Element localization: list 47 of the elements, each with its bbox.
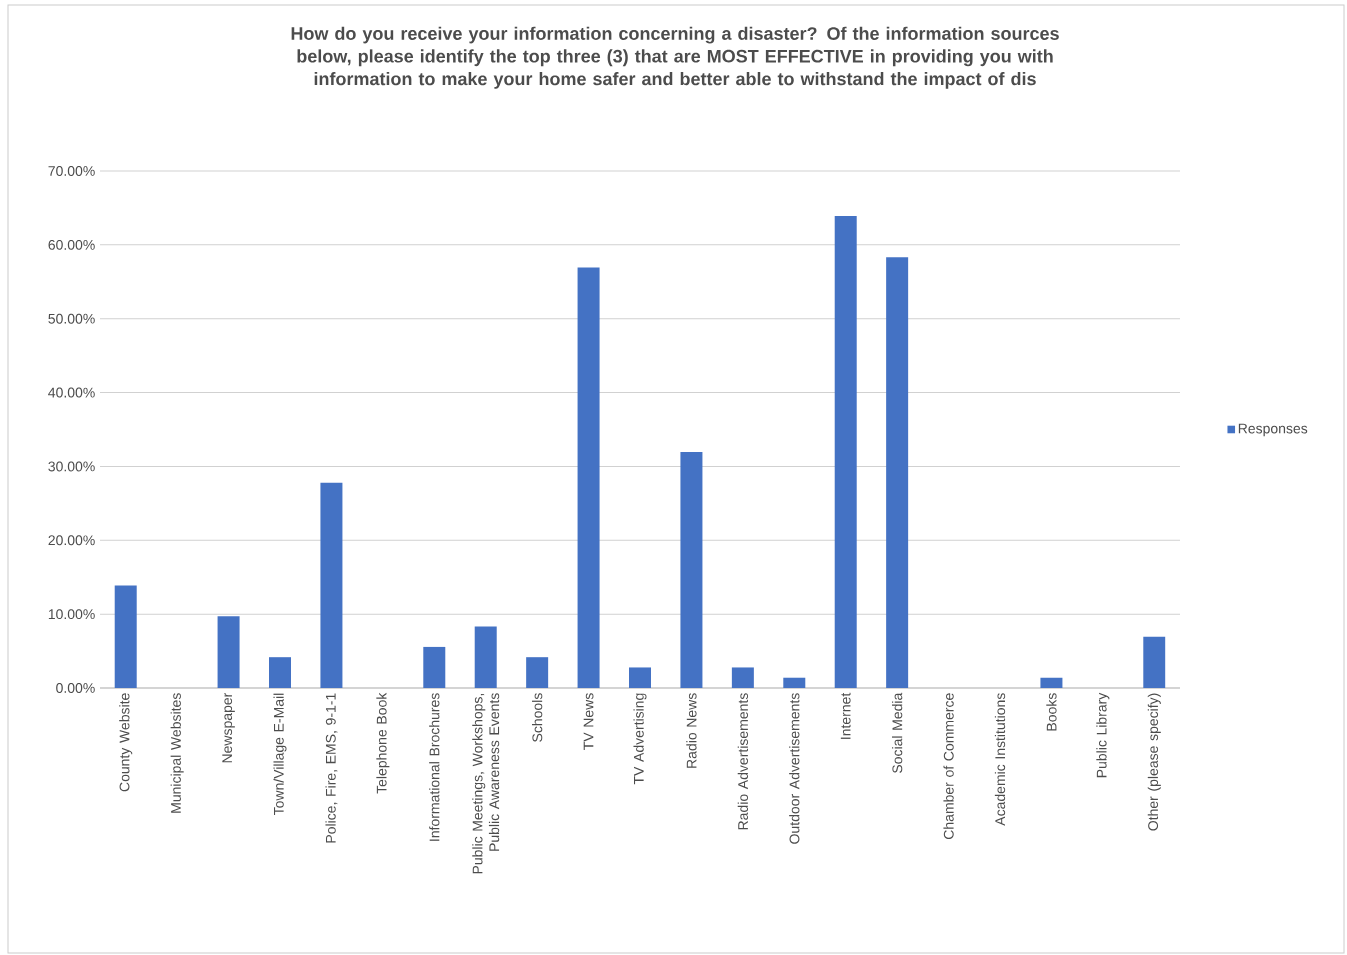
bar bbox=[269, 657, 292, 688]
x-tick-label: Academic Institutions bbox=[994, 693, 1006, 826]
bar bbox=[474, 626, 497, 688]
y-tick-label: 60.00% bbox=[48, 239, 95, 250]
x-tick-label: Public Meetings, Workshops, Public Awareness Events bbox=[472, 693, 500, 874]
y-tick-label: 70.00% bbox=[48, 166, 95, 176]
x-tick-label: County Website bbox=[119, 693, 133, 792]
bar bbox=[114, 585, 137, 688]
bar bbox=[886, 257, 909, 688]
x-tick-label: Books bbox=[1046, 693, 1057, 731]
bar bbox=[783, 677, 806, 688]
x-tick-label: Chamber of Commerce bbox=[943, 693, 954, 840]
x-tick-label: TV Advertising bbox=[633, 693, 647, 785]
x-tick-label: Radio Advertisements bbox=[737, 693, 749, 830]
bar bbox=[731, 667, 754, 688]
x-tick-label: Telephone Book bbox=[376, 692, 390, 794]
x-tick-label: Schools bbox=[532, 693, 543, 742]
bar bbox=[1040, 677, 1063, 688]
x-tick-label: Internet bbox=[840, 692, 851, 739]
x-tick-label: TV News bbox=[583, 693, 594, 750]
bar bbox=[423, 646, 446, 688]
bar bbox=[1143, 636, 1166, 688]
y-tick-label: 40.00% bbox=[48, 387, 95, 398]
x-tick-label: Outdoor Advertisements bbox=[789, 693, 800, 844]
x-tick-label: Public Library bbox=[1096, 692, 1110, 778]
chart-title: How do you receive your information concerning a disaster? Of the information sources below, please identify the top three (3) that are MOST EFFECTIVE in providing you with information to make your home safer and better able to withstand the impact of dis bbox=[291, 26, 1059, 89]
bar bbox=[834, 216, 857, 688]
y-tick-label: 50.00% bbox=[48, 313, 95, 324]
bar bbox=[217, 616, 240, 688]
x-tick-label: Informational Brochures bbox=[429, 693, 440, 841]
bar bbox=[629, 667, 651, 688]
y-tick-label: 0.00% bbox=[56, 683, 95, 693]
x-tick-label: Social Media bbox=[892, 692, 903, 773]
legend-label: Responses bbox=[1238, 423, 1308, 437]
bar bbox=[577, 267, 600, 688]
y-tick-label: 10.00% bbox=[48, 609, 95, 620]
x-tick-label: Radio News bbox=[686, 693, 697, 768]
x-tick-label: Police, Fire, EMS, 9-1-1 bbox=[325, 693, 338, 843]
x-tick-label: Newspaper bbox=[222, 692, 235, 763]
bar bbox=[320, 482, 343, 688]
x-tick-label: Other (please specify) bbox=[1147, 693, 1161, 831]
y-tick-label: 20.00% bbox=[48, 535, 95, 546]
y-tick-label: 30.00% bbox=[48, 461, 95, 472]
x-tick-label: Municipal Websites bbox=[170, 693, 184, 813]
bar bbox=[680, 452, 703, 688]
bar bbox=[526, 657, 549, 688]
x-tick-label: Town/Village E-Mail bbox=[273, 693, 287, 816]
